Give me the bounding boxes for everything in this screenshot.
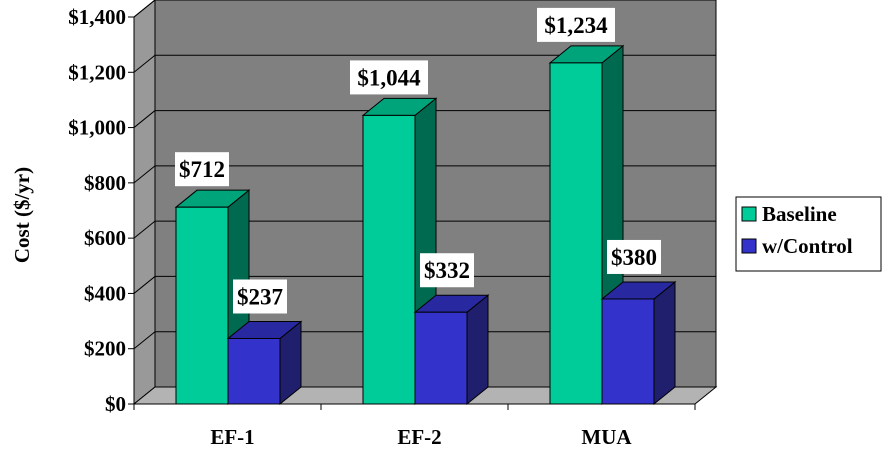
bar-front — [175, 206, 229, 405]
y-tick-label: $200 — [84, 337, 126, 361]
y-tick-label: $1,200 — [68, 60, 126, 84]
data-label-box — [350, 60, 428, 95]
gridline-side — [133, 220, 156, 239]
y-tick-label: $600 — [84, 226, 126, 250]
gridline-side — [133, 54, 156, 73]
data-label-box — [233, 279, 287, 314]
bar-front — [601, 298, 655, 405]
data-label: $237 — [237, 284, 283, 309]
data-label: $712 — [179, 157, 225, 182]
data-label-box — [175, 152, 229, 187]
bar-w-control-mua — [600, 280, 677, 406]
y-tick-label: $1,400 — [68, 5, 126, 29]
legend-label: Baseline — [762, 202, 837, 226]
data-label-group: $380 — [607, 239, 661, 274]
bar-w-control-ef-2 — [413, 294, 490, 406]
data-label: $332 — [424, 258, 470, 283]
data-label-group: $332 — [420, 253, 474, 288]
data-label-box — [420, 253, 474, 288]
legend: Baseline w/Control — [735, 196, 882, 272]
gridline-side — [133, 110, 156, 128]
bar-front — [227, 337, 281, 405]
legend-label: w/Control — [762, 234, 853, 258]
x-tick-label: MUA — [581, 425, 632, 449]
data-label-group: $1,044 — [350, 60, 428, 95]
bar-front — [414, 311, 468, 405]
bars — [174, 44, 677, 406]
y-axis-label: Cost ($/yr) — [10, 167, 34, 263]
y-tick-label: $0 — [105, 392, 126, 416]
legend-swatch — [741, 206, 757, 222]
x-tick-label: EF-1 — [210, 425, 254, 449]
gridline-side — [133, 331, 156, 350]
gridline-side — [133, 276, 156, 294]
data-labels: $712 $237 $1,044 $332 $1,234 $380 — [175, 7, 661, 314]
legend-box — [735, 196, 882, 272]
data-label-group: $1,234 — [537, 7, 615, 42]
data-label-box — [537, 7, 615, 42]
gridline-side — [133, 165, 156, 184]
data-label-group: $712 — [175, 152, 229, 187]
bar-front — [549, 62, 603, 405]
y-tick-label: $800 — [84, 171, 126, 195]
gridline-side — [133, 0, 156, 18]
x-tick-label: EF-2 — [397, 425, 441, 449]
x-axis: EF-1 EF-2 MUA — [133, 403, 696, 449]
data-label-box — [607, 239, 661, 274]
bar-side — [466, 294, 489, 406]
side-wall — [133, 0, 156, 406]
data-label: $1,044 — [357, 65, 421, 90]
y-axis: $0 $200 $400 $600 $800 $1,000 $1,200 $1,400 — [68, 5, 135, 416]
data-label: $380 — [611, 245, 657, 270]
y-tick-label: $400 — [84, 281, 126, 305]
legend-swatch — [741, 238, 757, 254]
y-tick-label: $1,000 — [68, 116, 126, 140]
data-label: $1,234 — [544, 13, 608, 38]
bar-side — [653, 280, 676, 406]
bar-front — [362, 114, 416, 405]
bar-w-control-ef-1 — [226, 320, 303, 406]
data-label-group: $237 — [233, 279, 287, 314]
